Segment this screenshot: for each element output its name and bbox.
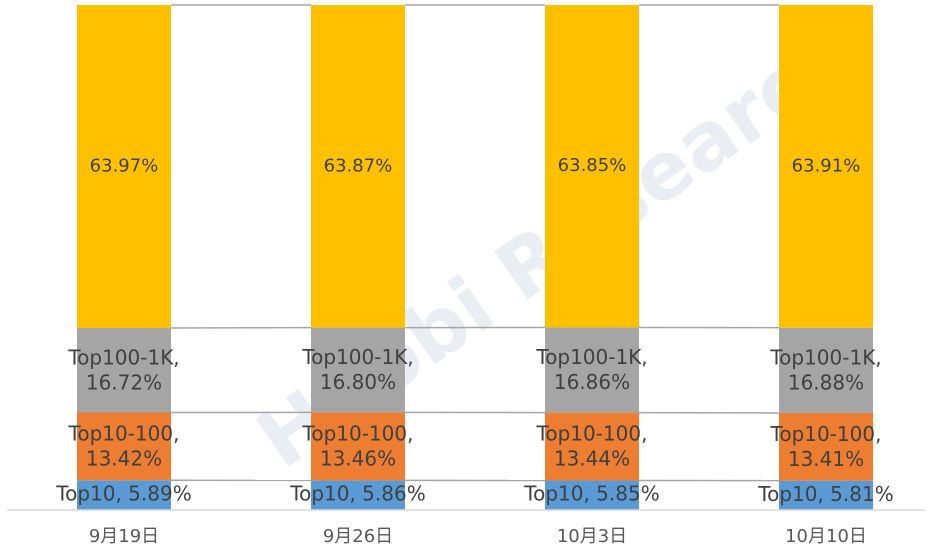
data-label: Top100-1K, 16.80%: [301, 345, 413, 394]
data-label: Top10-100, 13.44%: [536, 421, 648, 470]
bar-segment: [311, 327, 405, 413]
data-label-line: Top100-1K,: [67, 345, 179, 369]
bar-segment: [77, 328, 171, 413]
bar-segment: [779, 412, 873, 481]
data-label-line: Top100-1K,: [769, 345, 881, 369]
data-label: Top100-1K, 16.86%: [535, 345, 647, 394]
data-label: Top100-1K, 16.72%: [67, 345, 179, 394]
data-label: Top10, 5.81%: [757, 482, 893, 506]
x-tick-label: 10月3日: [557, 526, 627, 547]
data-label-line: 16.80%: [320, 370, 396, 394]
data-label: Top10-100, 13.41%: [770, 421, 882, 470]
data-label-line: 13.44%: [554, 446, 630, 470]
data-label: Top10-100, 13.42%: [68, 421, 180, 470]
bar-segment: [545, 480, 639, 510]
data-label-line: 13.41%: [788, 446, 864, 470]
data-label-line: Top10-100,: [68, 421, 180, 445]
bar-segment: [779, 480, 873, 510]
bar-segment: [779, 4, 873, 328]
bar-segment: [545, 412, 639, 481]
x-tick-label: 10月10日: [785, 526, 867, 547]
data-label-line: Top10-100,: [302, 421, 414, 445]
data-label-line: 16.88%: [788, 370, 864, 394]
data-label: Top10-100, 13.46%: [302, 421, 414, 470]
bar-segment: [545, 5, 639, 328]
data-label: Top10, 5.85%: [523, 482, 659, 506]
x-tick-label: 9月26日: [323, 526, 393, 547]
data-label-line: 13.42%: [86, 446, 162, 470]
data-label: 63.97%: [90, 156, 159, 177]
data-label: 63.85%: [558, 155, 627, 176]
bar-segment: [77, 412, 171, 481]
bar-segment: [545, 327, 639, 413]
data-label: 63.87%: [324, 155, 393, 176]
data-label: 63.91%: [792, 155, 861, 176]
data-label: Top100-1K, 16.88%: [769, 345, 881, 394]
data-label-line: Top100-1K,: [535, 345, 647, 369]
data-label-line: 16.86%: [554, 370, 630, 394]
data-label-line: 16.72%: [86, 370, 162, 394]
data-label: Top10, 5.89%: [55, 482, 191, 506]
bar-segment: [77, 480, 171, 510]
data-label-line: 13.46%: [320, 446, 396, 470]
bar-segment: [311, 5, 405, 328]
bar-segment: [77, 5, 171, 329]
data-label: Top10, 5.86%: [289, 482, 425, 506]
data-label-line: Top10-100,: [536, 421, 648, 445]
bar-segment: [311, 480, 405, 510]
data-label-line: Top100-1K,: [301, 345, 413, 369]
bar-segment: [311, 412, 405, 481]
data-label-line: Top10-100,: [770, 421, 882, 445]
x-tick-label: 9月19日: [89, 526, 159, 547]
bar-segment: [779, 327, 873, 413]
